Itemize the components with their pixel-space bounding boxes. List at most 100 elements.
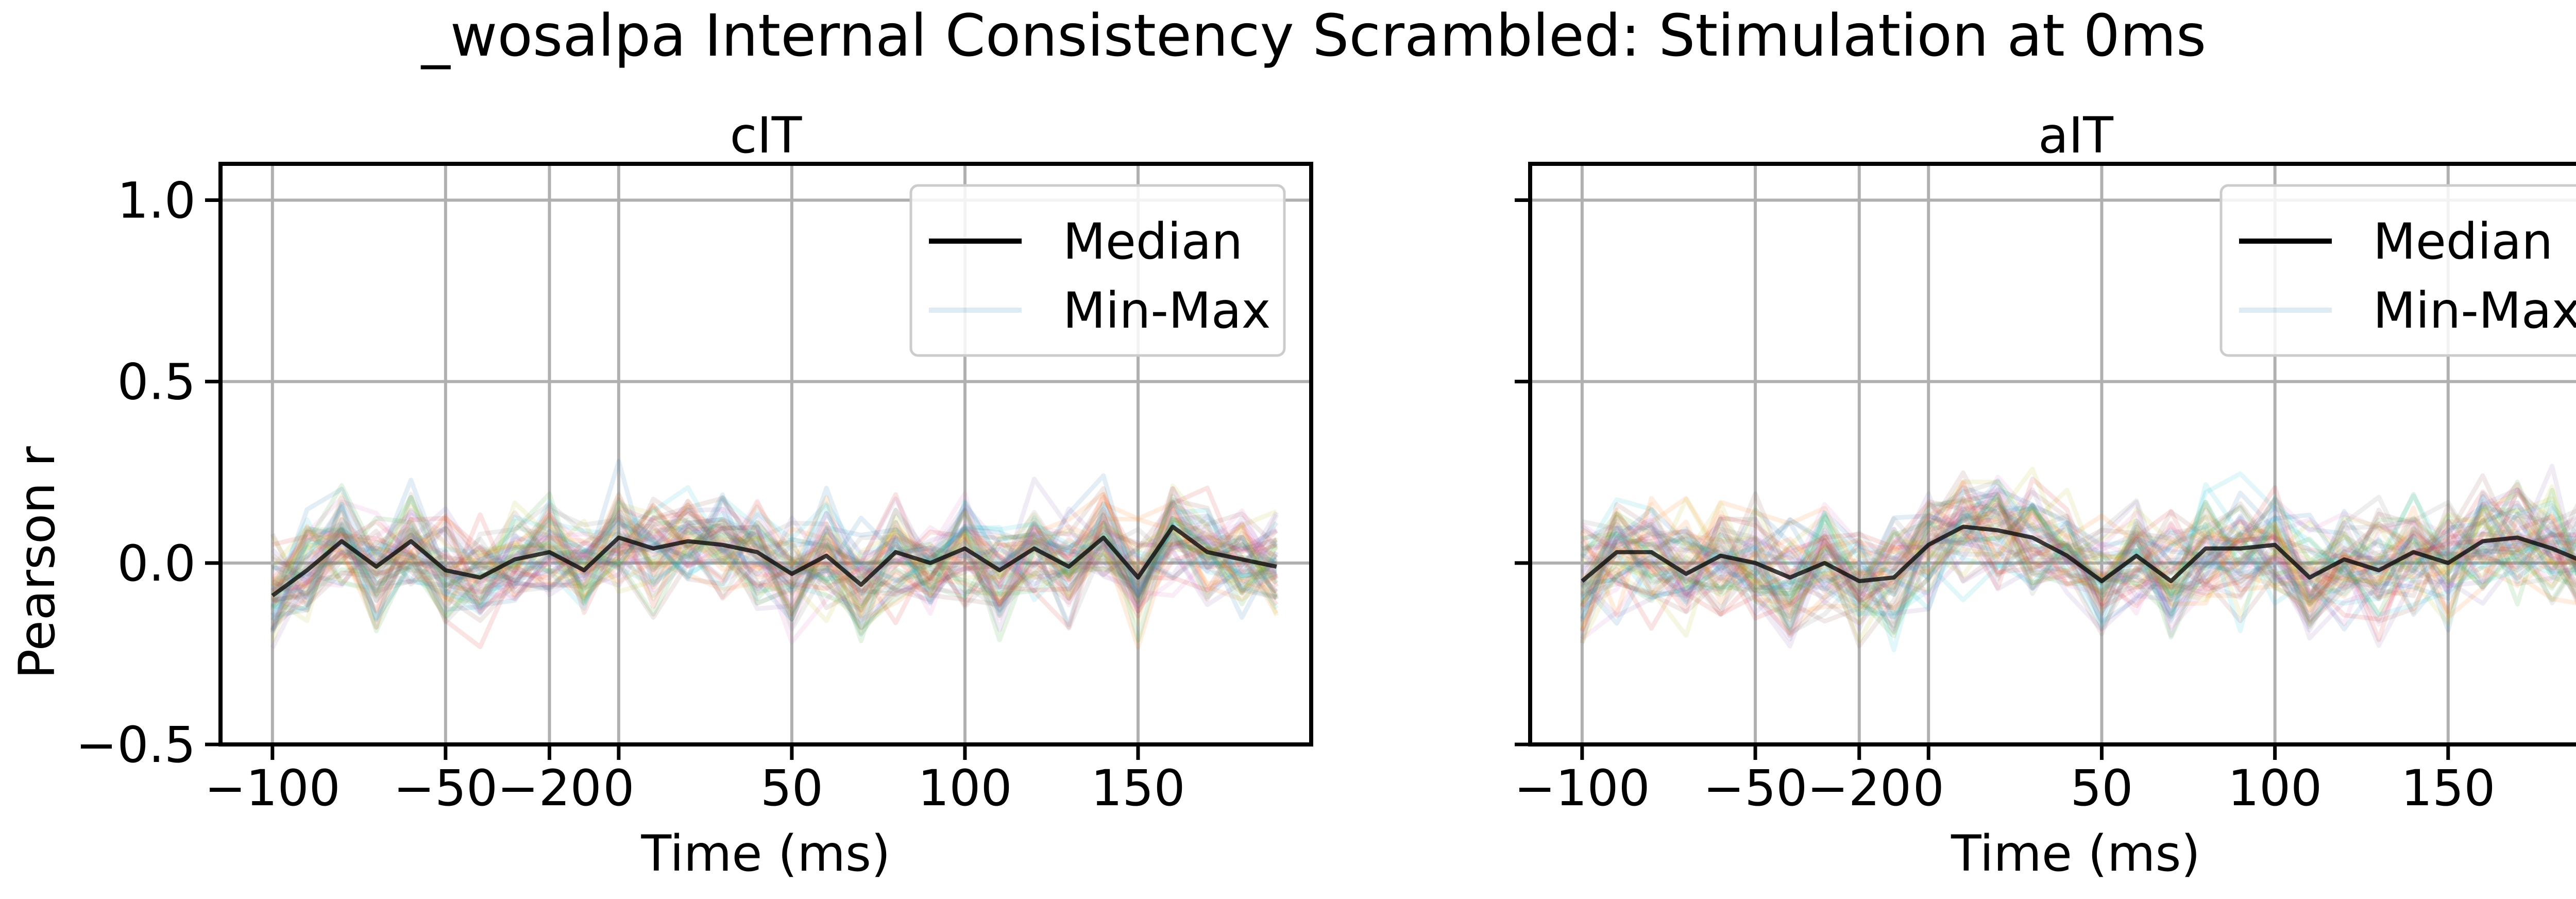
minmax-trace bbox=[270, 495, 1278, 617]
minmax-trace bbox=[1580, 507, 2576, 643]
minmax-trace bbox=[272, 515, 1278, 609]
plot-frame bbox=[1528, 162, 2576, 747]
y-axis-label: Pearson r bbox=[8, 446, 66, 679]
minmax-trace bbox=[272, 496, 1278, 613]
legend-box bbox=[2219, 184, 2576, 357]
minmax-trace bbox=[1581, 479, 2576, 618]
minmax-trace bbox=[1581, 502, 2576, 614]
legend-median-label: Median bbox=[2373, 213, 2553, 270]
plot-frame bbox=[218, 162, 1313, 747]
minmax-trace bbox=[270, 515, 1277, 631]
x-axis-label: Time (ms) bbox=[641, 825, 891, 883]
minmax-trace bbox=[1580, 496, 2576, 603]
minmax-trace bbox=[1582, 503, 2576, 632]
minmax-trace bbox=[1581, 480, 2576, 635]
minmax-trace bbox=[272, 473, 1279, 620]
minmax-trace bbox=[272, 502, 1279, 630]
minmax-trace bbox=[1580, 479, 2576, 631]
minmax-trace bbox=[1580, 480, 2576, 610]
minmax-trace bbox=[1582, 497, 2576, 638]
minmax-trace bbox=[271, 507, 1278, 643]
minmax-trace bbox=[1581, 479, 2576, 615]
minmax-trace bbox=[272, 496, 1278, 607]
x-tick-label: −50 bbox=[1703, 759, 1808, 817]
minmax-trace bbox=[271, 497, 1277, 613]
minmax-trace bbox=[1580, 482, 2576, 633]
minmax-trace bbox=[272, 491, 1278, 643]
x-tick-label: −50 bbox=[394, 759, 498, 817]
minmax-trace bbox=[1580, 490, 2576, 626]
minmax-trace bbox=[1582, 493, 2576, 628]
x-tick-label: −100 bbox=[205, 759, 341, 817]
x-tick-label: 50 bbox=[760, 759, 823, 817]
minmax-trace bbox=[1580, 471, 2576, 652]
minmax-trace bbox=[1580, 503, 2576, 630]
minmax-trace bbox=[272, 520, 1277, 616]
panel-cit: cIT −100 −50 −20 0 50 100 150 −0.5 0.0 0.5 1.0 Time … bbox=[76, 107, 1313, 883]
minmax-trace bbox=[272, 513, 1278, 613]
minmax-trace bbox=[270, 499, 1277, 621]
minmax-trace bbox=[1581, 489, 2576, 606]
y-tick-label: 0.5 bbox=[117, 353, 196, 411]
minmax-trace bbox=[1580, 478, 2576, 618]
x-tick-label: 100 bbox=[918, 759, 1012, 817]
minmax-trace bbox=[1581, 488, 2576, 648]
minmax-trace bbox=[1581, 491, 2576, 624]
minmax-trace bbox=[1580, 488, 2576, 616]
minmax-trace bbox=[1580, 484, 2576, 614]
minmax-trace bbox=[272, 485, 1277, 650]
minmax-trace bbox=[1580, 485, 2576, 626]
minmax-trace bbox=[270, 503, 1279, 617]
minmax-trace bbox=[270, 477, 1278, 624]
minmax-trace bbox=[272, 491, 1278, 618]
minmax-trace bbox=[1580, 502, 2576, 634]
minmax-trace bbox=[270, 512, 1279, 610]
minmax-trace bbox=[271, 493, 1279, 635]
panel-title: cIT bbox=[730, 107, 802, 164]
minmax-trace bbox=[1581, 484, 2576, 649]
legend-box bbox=[909, 184, 1286, 357]
minmax-trace bbox=[270, 502, 1278, 598]
minmax-trace bbox=[272, 486, 1278, 621]
minmax-trace bbox=[1580, 510, 2576, 641]
minmax-trace bbox=[271, 506, 1279, 630]
minmax-trace bbox=[270, 486, 1277, 614]
minmax-trace bbox=[270, 506, 1278, 607]
minmax-trace bbox=[1580, 518, 2576, 640]
minmax-trace bbox=[1580, 508, 2576, 642]
x-tick-label: 150 bbox=[1091, 759, 1185, 817]
minmax-trace bbox=[272, 504, 1278, 612]
minmax-trace bbox=[1580, 504, 2576, 635]
minmax-trace bbox=[270, 493, 1278, 613]
minmax-trace bbox=[1580, 496, 2576, 638]
minmax-trace bbox=[272, 501, 1278, 632]
x-tick-label: 50 bbox=[2070, 759, 2133, 817]
x-tick-label: 100 bbox=[2228, 759, 2322, 817]
minmax-trace bbox=[1580, 500, 2576, 631]
x-axis-label: Time (ms) bbox=[1951, 825, 2200, 883]
minmax-trace bbox=[270, 483, 1279, 631]
minmax-trace bbox=[1582, 488, 2576, 607]
legend-minmax-label: Min-Max bbox=[2373, 282, 2576, 340]
minmax-trace bbox=[271, 497, 1279, 623]
minmax-trace bbox=[270, 495, 1279, 633]
x-tick-label: 150 bbox=[2401, 759, 2495, 817]
median-line bbox=[1581, 524, 2576, 583]
y-tick-label: −0.5 bbox=[76, 716, 196, 774]
figure-title: _wosalpa Internal Consistency Scrambled:… bbox=[420, 3, 2207, 70]
minmax-trace bbox=[1580, 496, 2576, 620]
x-tick-label: −20 bbox=[497, 759, 602, 817]
minmax-trace bbox=[1582, 494, 2576, 620]
x-tick-label: −100 bbox=[1514, 759, 1650, 817]
minmax-trace bbox=[270, 486, 1277, 632]
minmax-trace bbox=[1580, 498, 2576, 640]
minmax-trace bbox=[271, 491, 1279, 644]
panel-title: aIT bbox=[2038, 107, 2113, 164]
minmax-trace bbox=[270, 483, 1279, 642]
minmax-trace bbox=[270, 459, 1279, 637]
minmax-trace bbox=[1580, 496, 2576, 617]
panel-ait: aIT −100 −50 −20 0 50 100 150 Time (ms) Median Min… bbox=[1514, 107, 2576, 883]
minmax-trace bbox=[271, 511, 1279, 616]
legend-minmax-label: Min-Max bbox=[1063, 282, 1270, 340]
